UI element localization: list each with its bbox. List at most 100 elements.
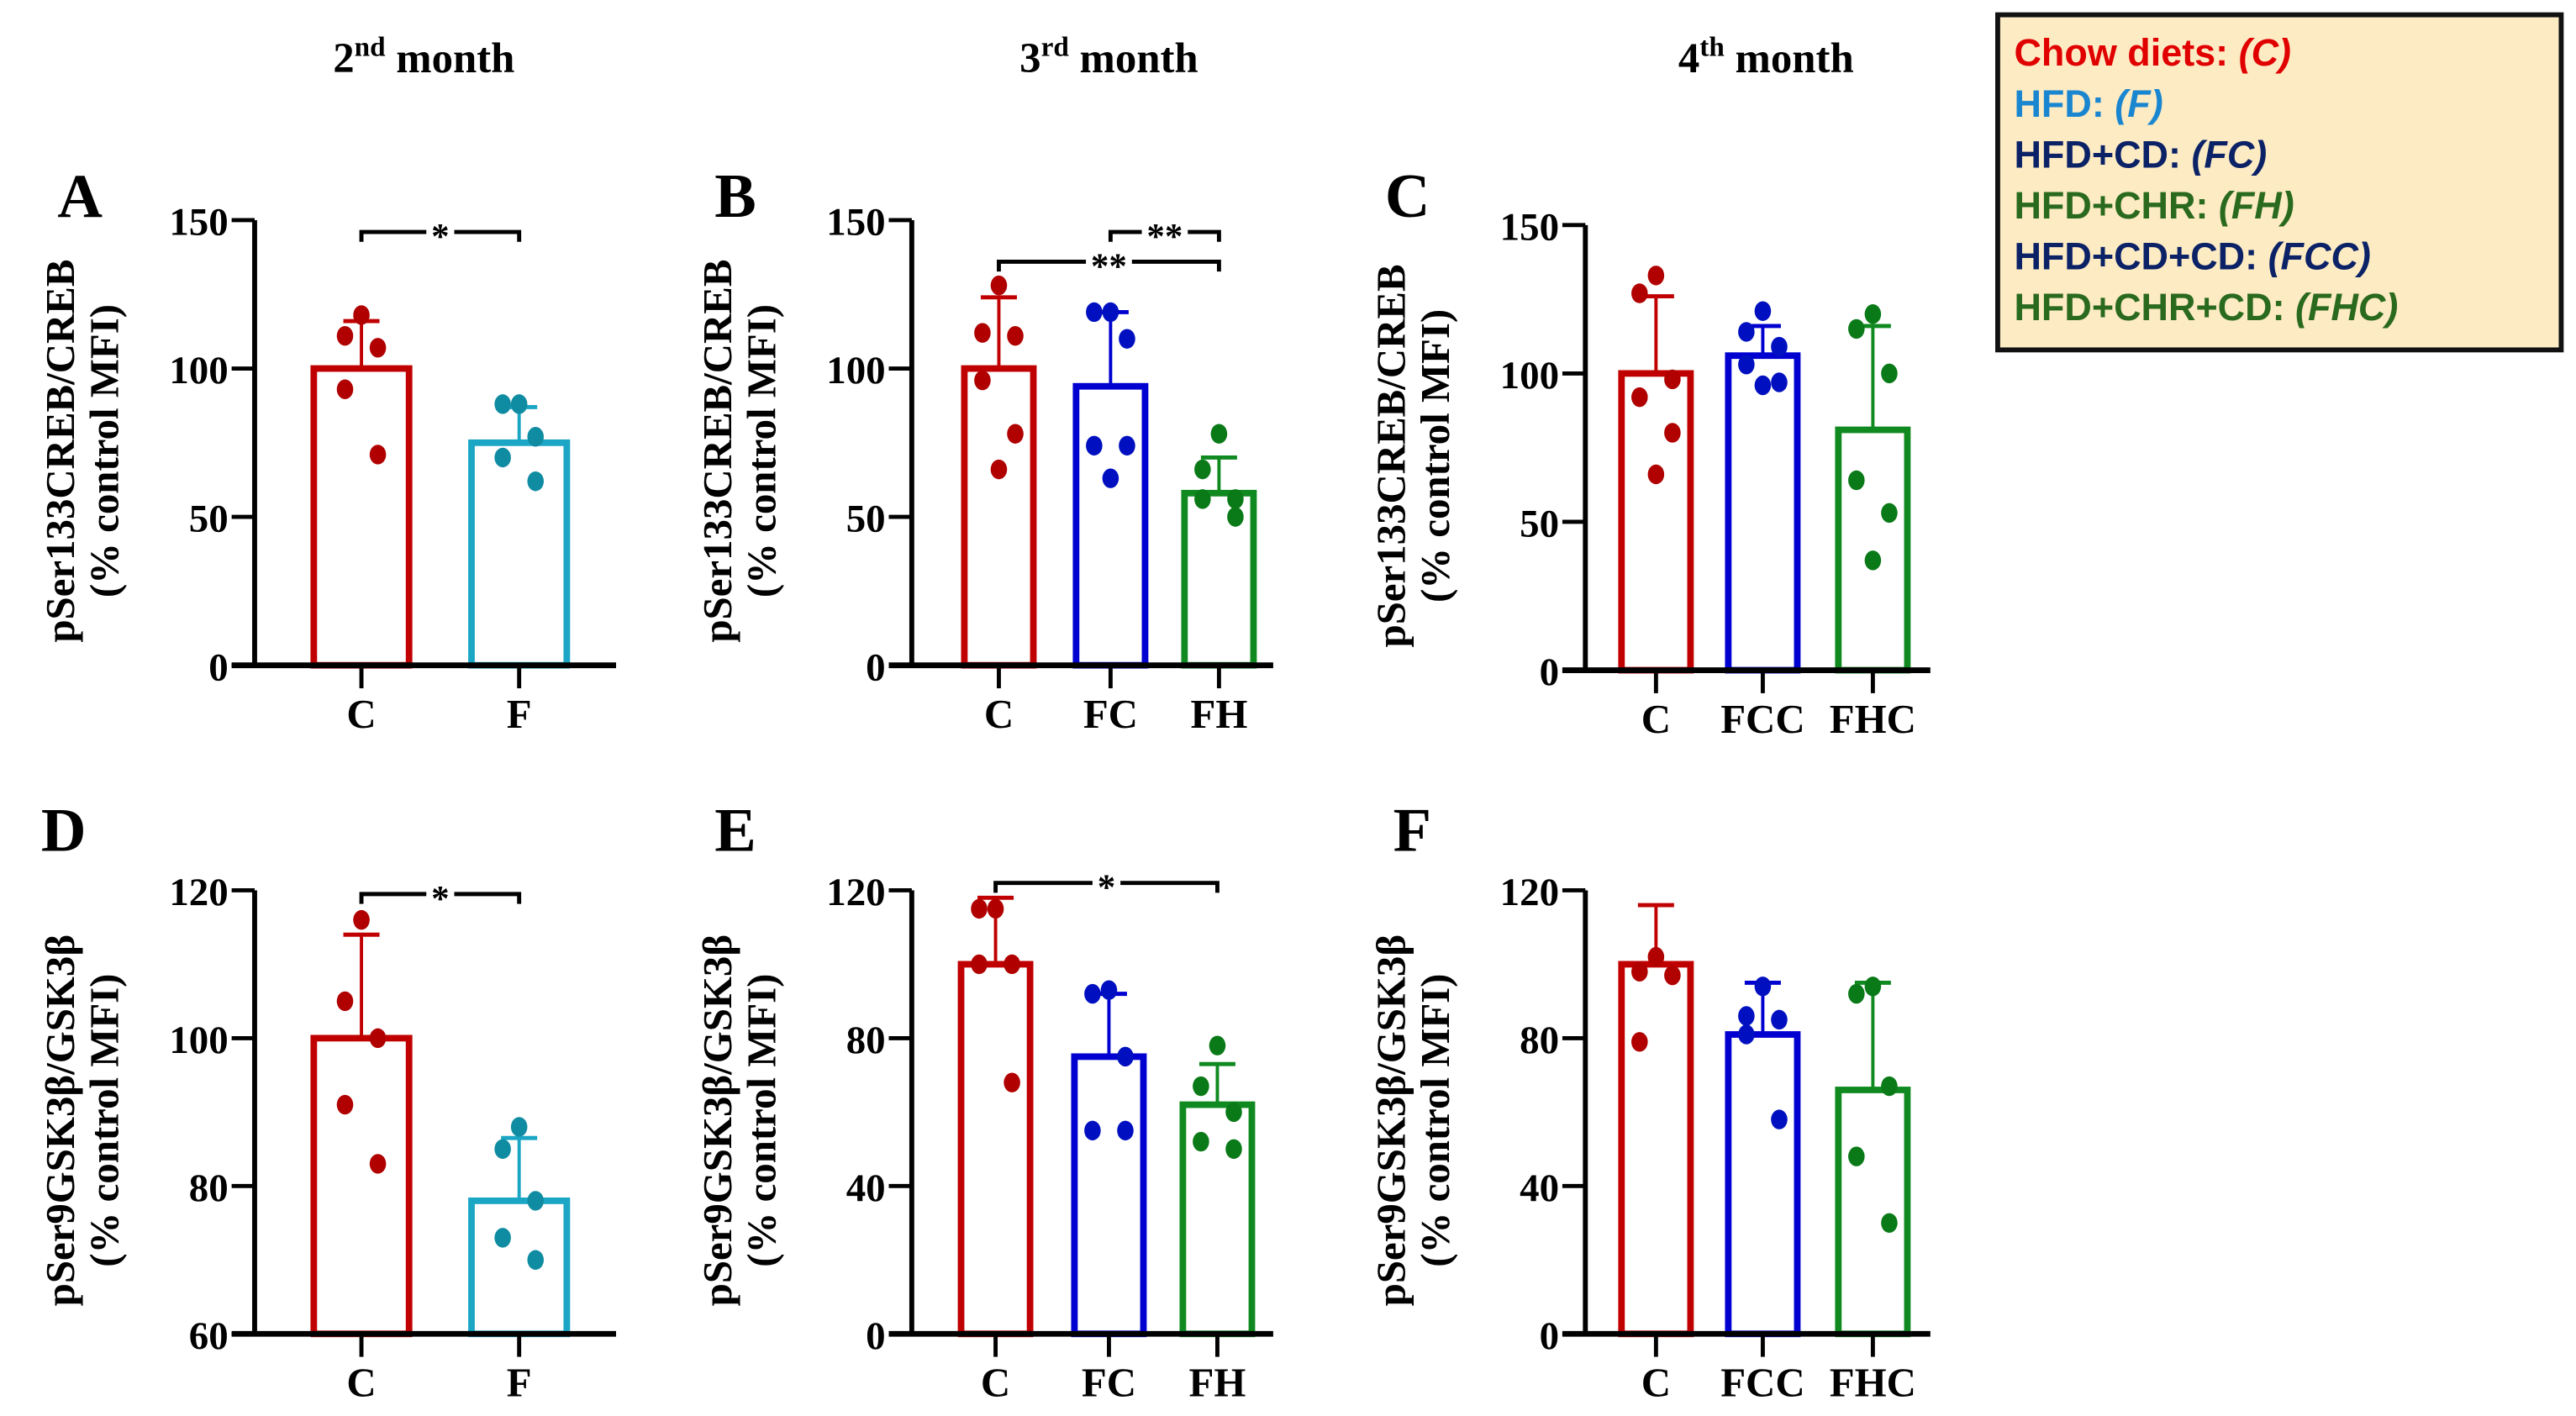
data-point <box>1227 507 1244 527</box>
y-tick-label: 60 <box>189 1314 229 1358</box>
y-tick-label: 80 <box>846 1019 886 1062</box>
legend-label: Chow diets: <box>2014 31 2238 74</box>
data-point <box>1647 266 1665 286</box>
data-point <box>1631 1032 1648 1052</box>
x-tick-label: C <box>1641 1360 1671 1406</box>
data-point <box>494 1228 511 1248</box>
y-axis-label-line: (% control MFI) <box>1412 974 1458 1267</box>
y-tick-label: 120 <box>169 871 228 914</box>
y-axis-label: pSer9GSK3β/GSK3β(% control MFI) <box>1367 934 1458 1306</box>
legend-abbr: (F) <box>2115 82 2162 125</box>
legend-label: HFD+CD+CD: <box>2014 235 2268 278</box>
legend-entry: HFD: (F) <box>2014 82 2162 125</box>
y-tick-label: 50 <box>846 497 886 541</box>
data-point <box>1225 1139 1242 1160</box>
data-point <box>1848 470 1865 491</box>
data-point <box>1864 550 1882 571</box>
data-point <box>1086 302 1103 323</box>
data-point <box>1664 965 1681 986</box>
data-point <box>1084 1120 1101 1141</box>
month-suffix: rd <box>1041 31 1070 62</box>
data-point <box>1754 301 1772 321</box>
data-point <box>990 459 1008 480</box>
y-axis-label-line: (% control MFI) <box>82 304 128 597</box>
significance-label: * <box>431 879 450 919</box>
data-point <box>1848 1146 1865 1166</box>
bar-FC <box>1072 382 1149 669</box>
y-axis-label-line: pSer9GSK3β/GSK3β <box>694 934 740 1306</box>
legend-label: HFD: <box>2014 82 2115 125</box>
y-axis-label: pSer133CREB/CREB(% control MFI) <box>37 260 128 643</box>
x-tick-label: FH <box>1189 1360 1246 1406</box>
data-point <box>353 305 370 325</box>
month-titles: 2nd month 3rd month 4th month <box>333 31 1854 82</box>
month-suffix: th <box>1699 31 1725 62</box>
legend-abbr: (FH) <box>2219 184 2294 227</box>
bar-FC <box>1071 1053 1147 1338</box>
data-point <box>1647 946 1665 967</box>
legend-label: HFD+CD: <box>2014 133 2191 176</box>
y-tick-label: 50 <box>189 497 229 541</box>
data-point <box>336 379 354 399</box>
data-point <box>1771 1109 1788 1129</box>
x-tick-label: FCC <box>1720 696 1804 742</box>
data-point <box>1086 435 1103 456</box>
panel-letter: E <box>714 797 756 866</box>
y-tick-label: 0 <box>866 645 885 689</box>
data-point <box>369 1154 387 1174</box>
data-point <box>510 1117 528 1137</box>
data-point <box>971 954 988 975</box>
data-point <box>1864 304 1882 324</box>
data-point <box>1102 468 1119 488</box>
month-suffix: nd <box>355 31 386 62</box>
x-tick-label: FC <box>1083 691 1138 737</box>
data-point <box>1225 1102 1242 1123</box>
data-point <box>336 325 354 346</box>
data-point <box>1227 489 1244 509</box>
data-point <box>987 898 1004 919</box>
y-tick-label: 100 <box>169 1019 228 1062</box>
data-point <box>1117 1120 1134 1141</box>
y-axis-label-line: pSer133CREB/CREB <box>694 260 740 643</box>
data-point <box>510 394 528 414</box>
y-axis-label-line: pSer9GSK3β/GSK3β <box>37 934 83 1306</box>
bar-C <box>1618 961 1694 1338</box>
y-axis-label: pSer133CREB/CREB(% control MFI) <box>694 260 785 643</box>
significance-bracket <box>993 881 1220 893</box>
bar-FCC <box>1725 352 1801 674</box>
bar-C <box>961 365 1037 669</box>
y-axis-label: pSer9GSK3β/GSK3β(% control MFI) <box>37 934 128 1306</box>
data-point <box>1754 976 1772 997</box>
y-tick-label: 0 <box>1540 650 1559 694</box>
data-point <box>1084 983 1101 1004</box>
y-tick-label: 80 <box>1520 1019 1559 1062</box>
legend-entry: HFD+CD+CD: (FCC) <box>2014 235 2370 278</box>
significance-bracket <box>359 229 522 242</box>
data-point <box>1647 464 1665 485</box>
significance-label: ** <box>1091 247 1127 287</box>
data-point <box>1864 976 1882 997</box>
x-tick-label: C <box>346 691 376 737</box>
y-tick-label: 0 <box>1540 1314 1559 1358</box>
data-point <box>1631 961 1648 982</box>
y-tick-label: 0 <box>866 1314 885 1358</box>
x-tick-label: FHC <box>1830 1360 1916 1406</box>
y-tick-label: 120 <box>826 871 885 914</box>
data-point <box>1848 318 1865 340</box>
legend-entry: HFD+CHR+CD: (FHC) <box>2014 286 2398 329</box>
data-point <box>1119 329 1135 349</box>
data-point <box>1193 1076 1209 1097</box>
significance-label: * <box>431 218 450 257</box>
data-point <box>527 427 545 447</box>
significance-bracket <box>359 892 522 904</box>
data-point <box>1194 489 1211 509</box>
month-title: 4th month <box>1678 31 1854 82</box>
y-axis-label-line: pSer9GSK3β/GSK3β <box>1367 934 1414 1306</box>
y-tick-label: 100 <box>1500 354 1559 397</box>
data-point <box>1210 424 1228 444</box>
data-point <box>1117 1046 1134 1067</box>
